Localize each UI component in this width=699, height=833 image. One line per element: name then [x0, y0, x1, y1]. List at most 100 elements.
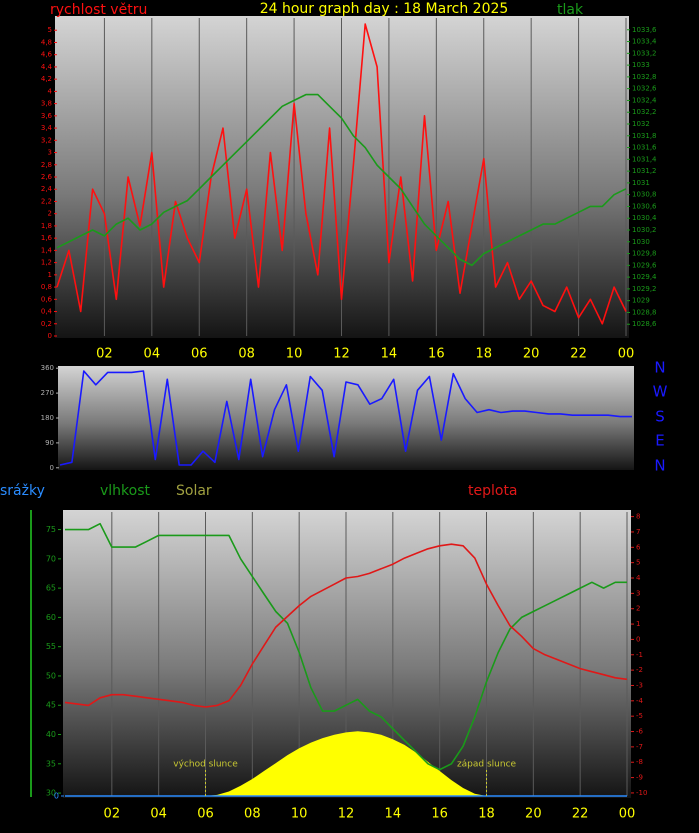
- y-tick-label: 3: [48, 149, 52, 157]
- x-tick-label: 14: [385, 807, 402, 822]
- y2-tick-label: 1030,6: [632, 202, 657, 210]
- x-tick-label: 06: [197, 807, 214, 822]
- y-tick-label: 50: [46, 671, 56, 680]
- x-tick-label: 12: [333, 347, 350, 362]
- y2-tick-label: -9: [636, 774, 643, 782]
- y-tick-label: 5: [48, 26, 52, 34]
- x-tick-label: 16: [428, 347, 445, 362]
- y2-tick-label: 0: [636, 635, 640, 643]
- y2-tick-label: 7: [636, 528, 640, 536]
- y-tick-label: 55: [46, 642, 56, 651]
- y-tick-label: 0,6: [41, 295, 53, 303]
- x-tick-label: 16: [431, 807, 448, 822]
- y-tick-label: 4,8: [41, 38, 52, 46]
- y-tick-label: 90: [45, 439, 54, 447]
- y-tick-label: 360: [41, 364, 54, 372]
- y2-tick-label: -5: [636, 712, 643, 720]
- y-tick-label: 60: [46, 613, 56, 622]
- y-tick-label: 1,6: [41, 234, 53, 242]
- series-name: Solar: [176, 483, 212, 499]
- y2-tick-label: -4: [636, 697, 644, 705]
- y2-tick-label: 1031: [632, 179, 650, 187]
- y-tick-label: 1,8: [41, 222, 52, 230]
- y2-tick-label: 1028,8: [632, 308, 657, 316]
- y-tick-label: 75: [46, 525, 56, 534]
- y2-tick-label: 1030: [632, 238, 650, 246]
- y2-tick-label: 1029,2: [632, 285, 657, 293]
- y2-tick-label: 1: [636, 620, 640, 628]
- series-name: srážky: [0, 483, 45, 499]
- series-name: tlak: [557, 2, 584, 18]
- y2-tick-label: 1031,8: [632, 132, 657, 140]
- y2-tick-label: 1032: [632, 120, 650, 128]
- y2-tick-label: 1030,4: [632, 214, 657, 222]
- y2-tick-label: 1029,4: [632, 273, 657, 281]
- x-tick-label: 22: [572, 807, 589, 822]
- x-tick-label: 10: [291, 807, 308, 822]
- series-name: rychlost větru: [50, 2, 147, 18]
- series-line: [56, 23, 627, 325]
- y2-tick-label: 1031,6: [632, 144, 657, 152]
- series-name: teplota: [468, 483, 518, 499]
- x-tick-label: 14: [381, 347, 398, 362]
- annotation-label: západ slunce: [457, 760, 517, 770]
- y-tick-label: 2,6: [41, 173, 53, 181]
- y-tick-label: 4,2: [41, 75, 52, 83]
- y2-tick-label: 1029,6: [632, 261, 657, 269]
- y2-tick-label: 2: [636, 605, 640, 613]
- y-tick-label: 0: [50, 464, 54, 472]
- compass-label: E: [655, 432, 664, 450]
- y2-tick-label: -6: [636, 728, 644, 736]
- x-tick-label: 04: [150, 807, 167, 822]
- y2-tick-label: 1032,6: [632, 85, 657, 93]
- y2-tick-label: 1030,8: [632, 191, 657, 199]
- x-tick-label: 08: [238, 347, 255, 362]
- x-tick-label: 10: [286, 347, 303, 362]
- y-tick-label: 40: [46, 730, 56, 739]
- compass-label: N: [654, 457, 665, 475]
- y2-tick-label: 5: [636, 559, 640, 567]
- x-tick-label: 02: [104, 807, 121, 822]
- y2-tick-label: 3: [636, 589, 640, 597]
- y2-tick-label: 1031,4: [632, 155, 657, 163]
- y-tick-label: 4,6: [41, 51, 53, 59]
- series-name: vlhkost: [100, 483, 151, 499]
- y-tick-label: 0,8: [41, 283, 52, 291]
- y-tick-label: 65: [46, 584, 56, 593]
- y2-tick-label: 1033: [632, 61, 650, 69]
- compass-label: W: [653, 383, 668, 401]
- y-tick-label: 180: [41, 414, 54, 422]
- series-line: [65, 522, 627, 771]
- y-tick-label: 3,8: [41, 100, 52, 108]
- y2-tick-label: 1031,2: [632, 167, 657, 175]
- y2-tick-label: 8: [636, 513, 640, 521]
- y-tick-label: 30: [46, 789, 56, 798]
- y2-tick-label: 1030,2: [632, 226, 657, 234]
- y-tick-label: 0,4: [41, 308, 53, 316]
- x-tick-label: 20: [525, 807, 542, 822]
- y-tick-label: 0,2: [41, 320, 52, 328]
- y2-tick-label: 1033,6: [632, 26, 657, 34]
- y2-tick-label: -1: [636, 651, 643, 659]
- y2-tick-label: 1029,8: [632, 250, 657, 258]
- series-line: [56, 93, 627, 267]
- solar-area: [65, 731, 627, 796]
- y-tick-label: 270: [41, 389, 54, 397]
- compass-label: N: [654, 359, 665, 377]
- y2-tick-label: 1033,4: [632, 38, 657, 46]
- x-tick-label: 00: [619, 807, 636, 822]
- y2-tick-label: 6: [636, 543, 641, 551]
- y-tick-label: 4: [48, 87, 53, 95]
- x-tick-label: 22: [570, 347, 587, 362]
- y-tick-label: 2,4: [41, 185, 53, 193]
- annotation-label: východ slunce: [173, 760, 238, 770]
- y2-tick-label: -7: [636, 743, 643, 751]
- x-tick-label: 20: [523, 347, 540, 362]
- y2-tick-label: -2: [636, 666, 643, 674]
- y2-tick-label: -3: [636, 681, 643, 689]
- x-tick-label: 04: [144, 347, 161, 362]
- x-tick-label: 12: [338, 807, 355, 822]
- series-line: [59, 370, 632, 466]
